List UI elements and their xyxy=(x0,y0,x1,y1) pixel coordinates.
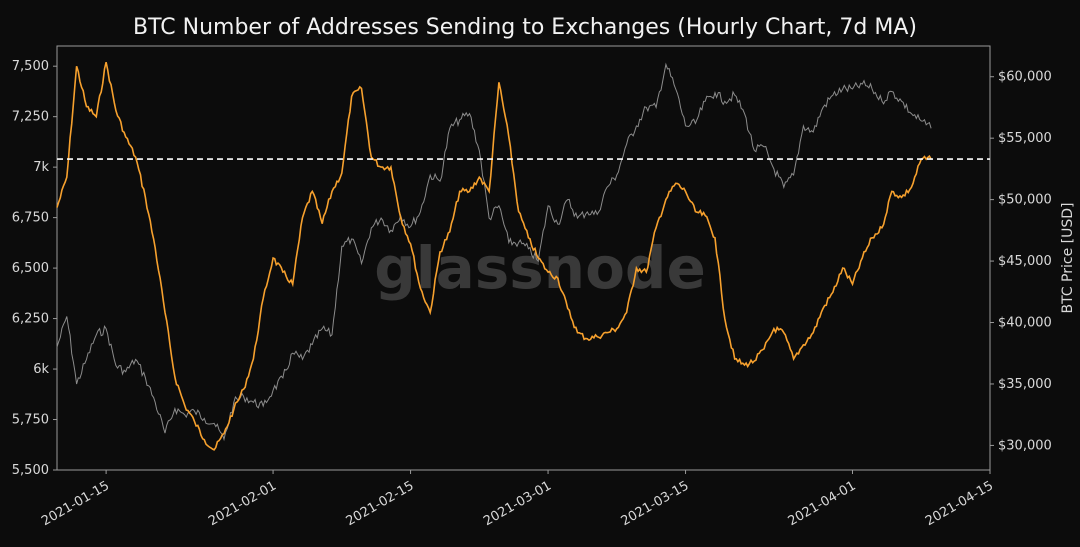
x-tick-label: 2021-02-15 xyxy=(344,478,417,529)
plot-frame xyxy=(56,45,991,471)
x-axis-ticks: 2021-01-15 2021-02-01 2021-02-15 2021-03-01… xyxy=(39,470,996,529)
right-tick-label: $40,000 xyxy=(998,316,1052,331)
right-tick-label: $35,000 xyxy=(998,377,1052,392)
left-tick-label: 6,250 xyxy=(12,312,49,327)
right-tick-label: $45,000 xyxy=(998,254,1052,269)
left-tick-label: 5,750 xyxy=(12,413,49,428)
x-tick-label: 2021-01-15 xyxy=(39,478,112,529)
left-tick-label: 7,500 xyxy=(12,59,49,74)
watermark-logo: glassnode xyxy=(374,234,706,302)
right-tick-label: $55,000 xyxy=(998,131,1052,146)
x-tick-label: 2021-04-01 xyxy=(786,478,859,529)
address-line xyxy=(56,62,932,451)
right-tick-label: $60,000 xyxy=(998,70,1052,85)
plot-area xyxy=(56,45,991,471)
left-tick-label: 7k xyxy=(33,160,49,175)
price-line xyxy=(56,62,932,442)
right-axis-ticks: $30,000 $35,000 $40,000 $45,000 $50,000 $55,0… xyxy=(990,70,1052,453)
left-tick-label: 6,500 xyxy=(12,261,49,276)
address-series xyxy=(56,62,932,451)
chart-title: BTC Number of Addresses Sending to Excha… xyxy=(133,15,917,40)
left-axis-ticks: 5,500 5,750 6k 6,250 6,500 6,750 7k 7,250 7,500 xyxy=(12,59,57,478)
x-tick-label: 2021-03-01 xyxy=(481,478,554,529)
left-tick-label: 6k xyxy=(33,362,49,377)
left-tick-label: 7,250 xyxy=(12,110,49,125)
x-tick-label: 2021-03-15 xyxy=(619,478,692,529)
right-axis-title: BTC Price [USD] xyxy=(1060,202,1076,313)
left-tick-label: 5,500 xyxy=(12,463,49,478)
x-tick-label: 2021-02-01 xyxy=(206,478,279,529)
price-series xyxy=(56,62,932,442)
right-tick-label: $50,000 xyxy=(998,193,1052,208)
right-tick-label: $30,000 xyxy=(998,438,1052,453)
x-tick-label: 2021-04-15 xyxy=(923,478,996,529)
left-tick-label: 6,750 xyxy=(12,211,49,226)
